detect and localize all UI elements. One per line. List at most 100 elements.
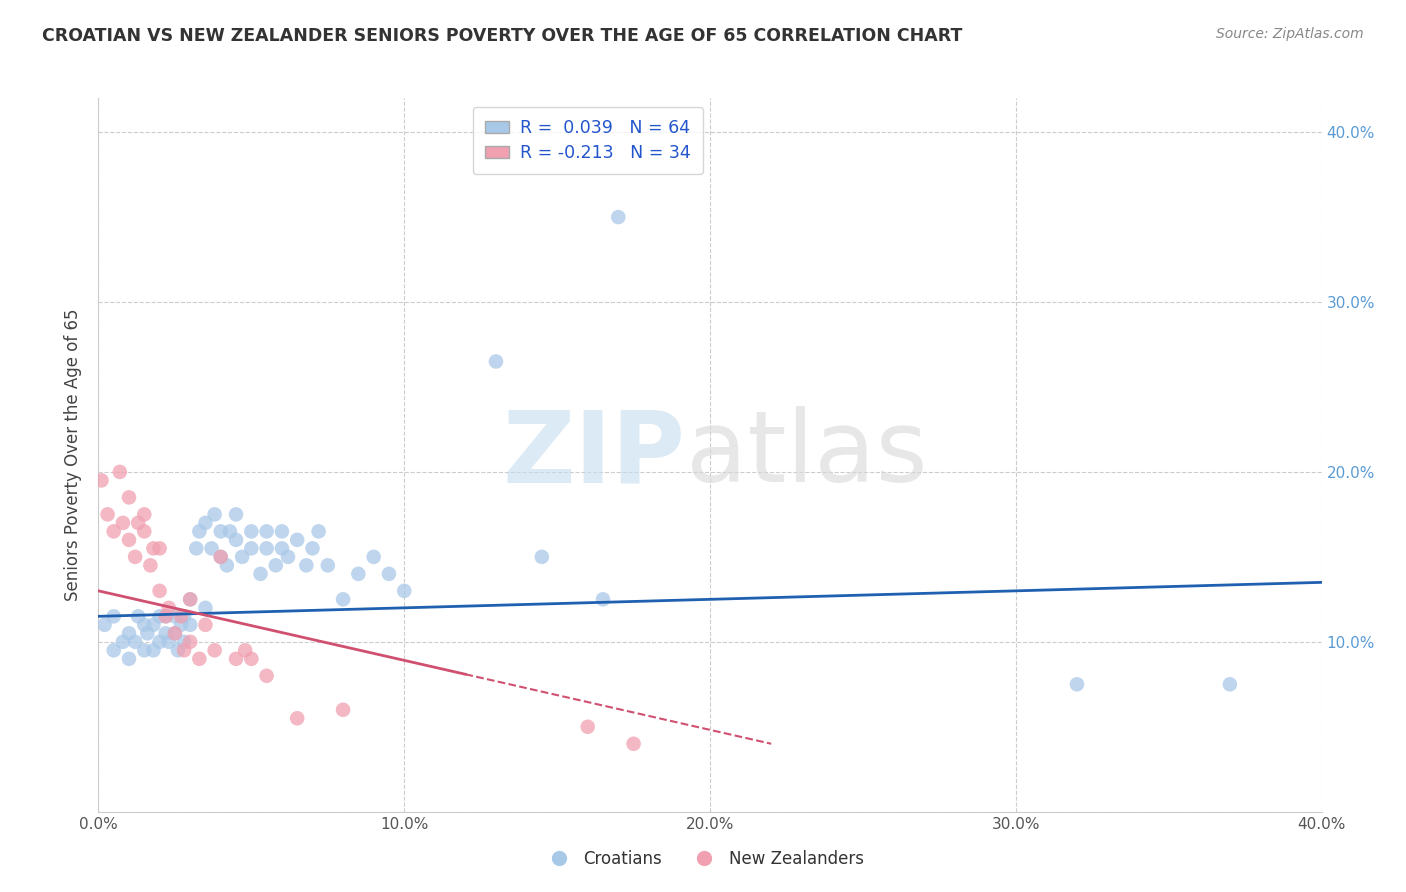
Point: [142, 617, 165, 632]
Point: [124, 549, 146, 564]
Point: [215, 558, 238, 573]
Point: [118, 652, 141, 666]
Point: [155, 626, 177, 640]
Point: [204, 508, 226, 522]
Point: [607, 210, 630, 224]
Point: [392, 583, 416, 598]
Text: ZIP: ZIP: [503, 407, 686, 503]
Legend: R =  0.039   N = 64, R = -0.213   N = 34: R = 0.039 N = 64, R = -0.213 N = 34: [472, 107, 703, 174]
Point: [170, 617, 193, 632]
Point: [163, 609, 186, 624]
Point: [103, 609, 125, 624]
Point: [209, 549, 232, 564]
Point: [316, 558, 339, 573]
Text: CROATIAN VS NEW ZEALANDER SENIORS POVERTY OVER THE AGE OF 65 CORRELATION CHART: CROATIAN VS NEW ZEALANDER SENIORS POVERT…: [42, 27, 963, 45]
Point: [149, 541, 172, 556]
Text: atlas: atlas: [686, 407, 927, 503]
Point: [173, 635, 195, 649]
Point: [118, 533, 141, 547]
Point: [173, 643, 195, 657]
Point: [485, 354, 508, 368]
Point: [264, 558, 287, 573]
Point: [194, 516, 217, 530]
Y-axis label: Seniors Poverty Over the Age of 65: Seniors Poverty Over the Age of 65: [65, 309, 83, 601]
Point: [142, 541, 165, 556]
Point: [108, 465, 131, 479]
Point: [256, 541, 278, 556]
Point: [134, 643, 156, 657]
Point: [270, 524, 292, 539]
Point: [592, 592, 614, 607]
Point: [118, 491, 141, 505]
Point: [225, 652, 247, 666]
Point: [308, 524, 330, 539]
Text: Source: ZipAtlas.com: Source: ZipAtlas.com: [1216, 27, 1364, 41]
Point: [530, 549, 553, 564]
Point: [188, 524, 211, 539]
Point: [163, 626, 186, 640]
Point: [163, 626, 186, 640]
Point: [225, 533, 247, 547]
Point: [256, 669, 278, 683]
Point: [576, 720, 599, 734]
Point: [285, 533, 308, 547]
Point: [170, 609, 193, 624]
Point: [179, 592, 201, 607]
Point: [149, 635, 172, 649]
Point: [240, 524, 263, 539]
Point: [209, 549, 232, 564]
Point: [179, 635, 201, 649]
Point: [285, 711, 308, 725]
Point: [173, 609, 195, 624]
Point: [256, 524, 278, 539]
Point: [118, 626, 141, 640]
Point: [142, 643, 165, 657]
Point: [219, 524, 242, 539]
Point: [97, 508, 120, 522]
Point: [332, 592, 354, 607]
Point: [301, 541, 323, 556]
Point: [200, 541, 222, 556]
Point: [194, 617, 217, 632]
Point: [127, 516, 149, 530]
Point: [157, 635, 180, 649]
Point: [249, 566, 271, 581]
Point: [209, 524, 232, 539]
Point: [134, 524, 156, 539]
Point: [134, 617, 156, 632]
Point: [103, 643, 125, 657]
Point: [233, 643, 256, 657]
Point: [139, 558, 162, 573]
Point: [277, 549, 299, 564]
Point: [363, 549, 385, 564]
Point: [240, 652, 263, 666]
Point: [332, 703, 354, 717]
Point: [240, 541, 263, 556]
Point: [204, 643, 226, 657]
Point: [90, 474, 112, 488]
Point: [103, 524, 125, 539]
Point: [93, 617, 115, 632]
Point: [179, 592, 201, 607]
Point: [194, 600, 217, 615]
Point: [188, 652, 211, 666]
Point: [124, 635, 146, 649]
Point: [1219, 677, 1241, 691]
Point: [149, 609, 172, 624]
Point: [155, 609, 177, 624]
Point: [167, 643, 190, 657]
Point: [111, 635, 134, 649]
Point: [295, 558, 318, 573]
Point: [623, 737, 645, 751]
Point: [225, 508, 247, 522]
Point: [270, 541, 292, 556]
Legend: Croatians, New Zealanders: Croatians, New Zealanders: [536, 844, 870, 875]
Point: [127, 609, 149, 624]
Point: [347, 566, 370, 581]
Point: [149, 583, 172, 598]
Point: [378, 566, 401, 581]
Point: [157, 600, 180, 615]
Point: [136, 626, 159, 640]
Point: [186, 541, 208, 556]
Point: [155, 609, 177, 624]
